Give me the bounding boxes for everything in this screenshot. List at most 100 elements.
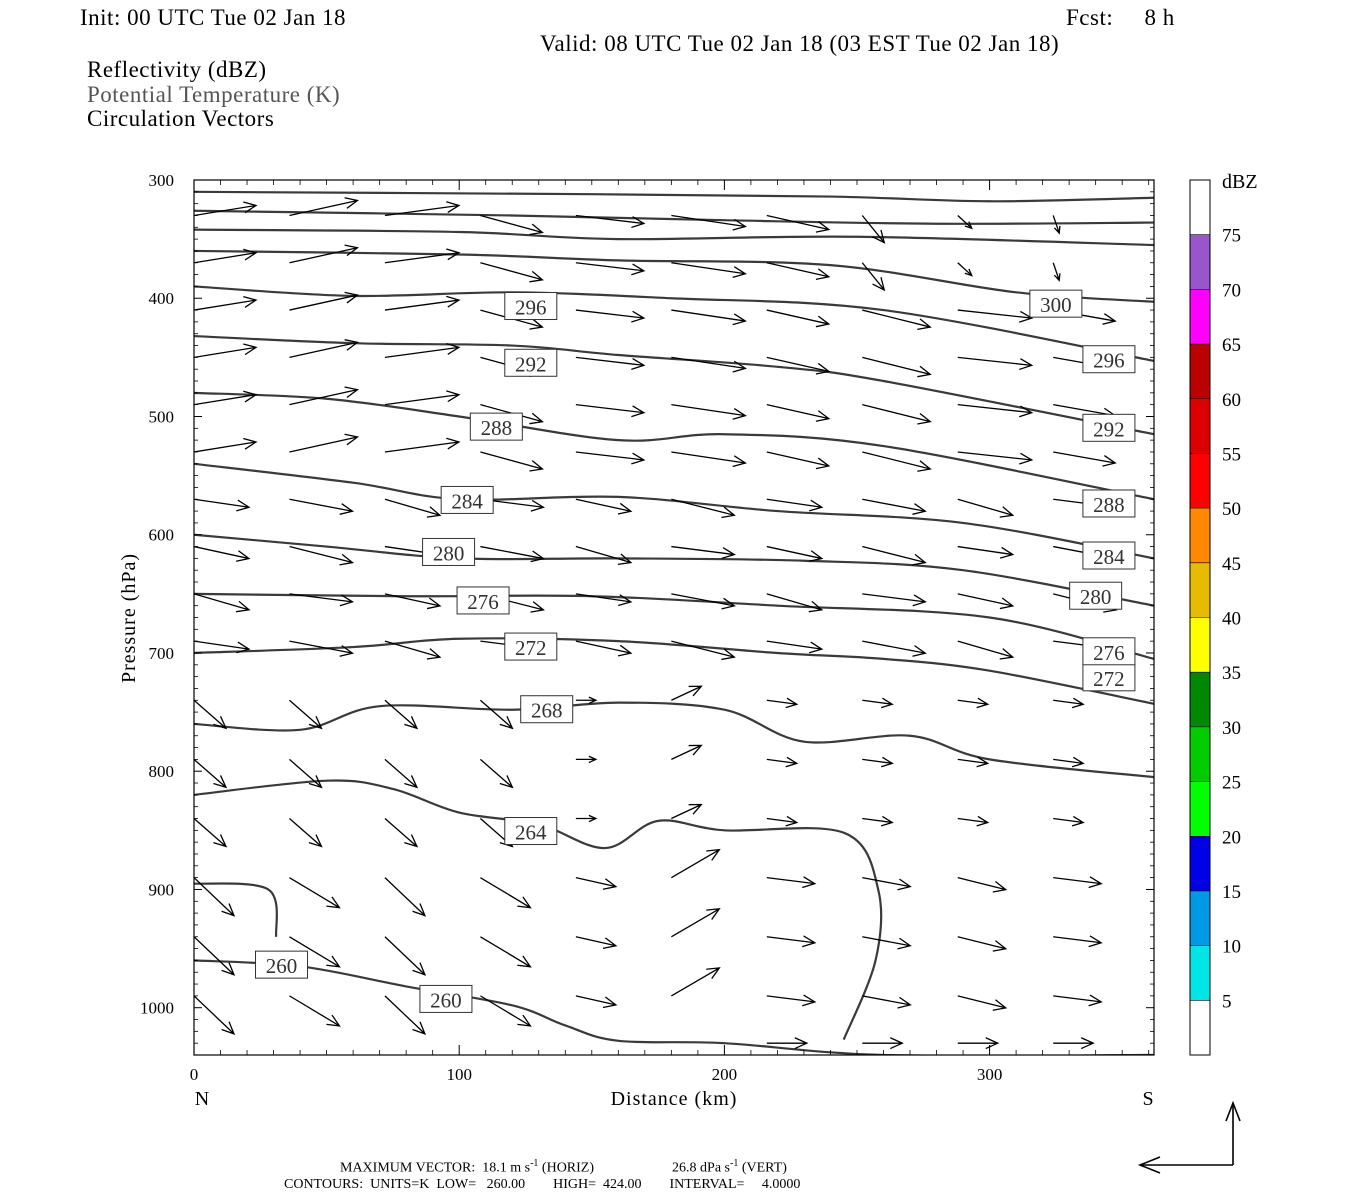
circulation-vector: [861, 262, 886, 292]
circulation-vector: [480, 995, 532, 1027]
circulation-vector: [1053, 1037, 1095, 1050]
contour-label: 284: [1093, 545, 1125, 569]
circulation-vector: [1052, 262, 1061, 282]
valid-time: Valid: 08 UTC Tue 02 Jan 18 (03 EST Tue …: [540, 31, 1060, 56]
y-tick-label: 600: [149, 526, 175, 545]
circulation-vector: [384, 390, 461, 406]
circulation-vector: [194, 248, 258, 264]
circulation-vector: [289, 197, 360, 217]
contour-line-308: [194, 209, 1154, 225]
colorbar-bin: [1190, 508, 1210, 563]
circulation-vector: [194, 545, 251, 562]
x-tick-label: 200: [712, 1065, 738, 1084]
circulation-vector: [957, 1037, 1000, 1050]
circulation-vector: [575, 262, 646, 276]
contour-line-268: [194, 701, 1154, 779]
y-tick-label: 700: [149, 644, 175, 663]
colorbar: 5 10 15 20 25 30 35 40 45 50 55 60 65 70 75: [1189, 179, 1241, 1056]
circulation-vector: [957, 404, 1034, 418]
contours-info: CONTOURS: UNITS=K LOW= 260.00 HIGH= 424.…: [284, 1177, 801, 1192]
circulation-vector: [957, 877, 1008, 893]
colorbar-label: 50: [1222, 499, 1241, 520]
colorbar-bin: [1190, 234, 1210, 290]
circulation-vector: [384, 877, 427, 917]
contour-label-box: [255, 950, 309, 979]
circulation-vector: [766, 756, 799, 768]
contour-label: 260: [266, 954, 298, 978]
circulation-vector: [575, 995, 618, 1009]
contour-label-box: [1082, 541, 1136, 570]
circulation-vector: [671, 214, 747, 231]
contour-line-280: [194, 533, 1154, 607]
circulation-vector: [862, 593, 927, 607]
contour-layer: [194, 190, 1154, 1055]
circulation-vector: [862, 498, 927, 515]
circulation-vector: [957, 815, 990, 827]
colorbar-label: 70: [1222, 280, 1241, 301]
circulation-vector: [575, 309, 646, 323]
circulation-vector: [862, 451, 932, 472]
circulation-vector: [575, 640, 633, 657]
field-potential-temperature: Potential Temperature (K): [87, 82, 341, 107]
circulation-vector: [671, 744, 703, 760]
circulation-vector: [862, 995, 912, 1009]
contour-line-264: [194, 779, 883, 1041]
contour-line-292: [194, 334, 1154, 436]
circulation-vector: [1053, 935, 1103, 948]
colorbar-title: dBZ: [1222, 171, 1258, 193]
circulation-vector: [384, 498, 442, 518]
circulation-vector: [862, 697, 894, 709]
circulation-vector: [384, 437, 461, 453]
contour-line-296: [194, 285, 1154, 362]
circulation-vector: [480, 545, 545, 563]
contour-line-284: [194, 462, 1154, 560]
x-tick-label: 0: [190, 1065, 199, 1084]
circulation-vector: [671, 848, 721, 879]
contour-label-box: [504, 817, 558, 846]
circulation-vector: [194, 296, 258, 311]
circulation-vector: [194, 640, 251, 654]
circulation-vector: [766, 404, 831, 422]
contour-label-box: [456, 586, 510, 615]
contour-label: 276: [467, 590, 499, 614]
circulation-vector: [480, 262, 544, 283]
circulation-vector: [289, 640, 355, 657]
colorbar-bin: [1190, 617, 1210, 673]
circulation-vector: [957, 640, 1015, 660]
contour-label: 260: [430, 988, 462, 1012]
circulation-vector: [575, 593, 633, 607]
circulation-vector: [862, 936, 912, 950]
circulation-vector: [766, 356, 831, 375]
circulation-vector: [479, 758, 514, 789]
circulation-vector: [384, 699, 419, 730]
contour-label: 292: [515, 352, 547, 376]
circulation-vector: [671, 803, 703, 820]
circulation-vector: [957, 498, 1015, 518]
y-tick-label: 500: [149, 407, 175, 426]
circulation-vector: [671, 451, 747, 468]
circulation-vector: [957, 756, 990, 768]
circulation-vector: [766, 815, 799, 827]
circulation-vector: [862, 815, 894, 827]
circulation-vector: [575, 214, 646, 229]
contour-label-box: [520, 695, 574, 724]
circulation-vector: [289, 498, 355, 515]
circulation-vector: [384, 295, 461, 311]
circulation-vector: [766, 545, 824, 562]
circulation-vector: [766, 214, 831, 233]
x-axis-label: Distance (km): [611, 1088, 738, 1110]
circulation-vector: [289, 758, 323, 789]
circulation-vector: [862, 404, 932, 425]
max-vector-line: MAXIMUM VECTOR: 18.1 m s-1 (HORIZ) 26.8 d…: [340, 1159, 787, 1176]
contour-label-box: [1082, 413, 1136, 442]
contour-label-box: [1082, 345, 1136, 374]
max-vector-vert: 26.8 dPa s: [672, 1160, 730, 1176]
circulation-vector: [194, 877, 236, 917]
circulation-vector: [766, 1037, 809, 1050]
colorbar-bin: [1190, 672, 1210, 727]
circulation-vector: [194, 818, 228, 848]
circulation-vector: [1053, 815, 1085, 827]
colorbar-label: 10: [1222, 937, 1241, 958]
colorbar-label: 45: [1222, 554, 1241, 575]
